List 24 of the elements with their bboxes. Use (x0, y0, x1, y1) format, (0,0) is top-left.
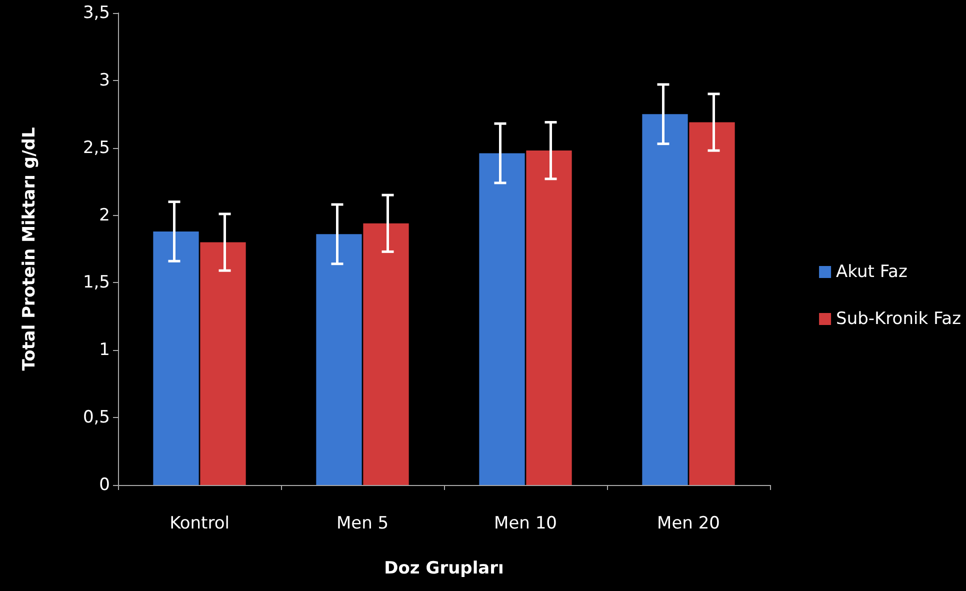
bar (316, 234, 362, 485)
y-tick-label: 0 (99, 475, 110, 495)
x-tick-label: Kontrol (170, 514, 230, 534)
y-tick-label: 3,5 (82, 3, 110, 23)
y-tick-label: 1,5 (82, 272, 110, 293)
bar (526, 150, 572, 485)
legend-label: Sub-Kronik Faz (836, 309, 962, 329)
y-axis-title: Total Protein Miktarı g/dL (20, 127, 40, 371)
bar (689, 122, 735, 485)
x-tick-label: Men 5 (336, 514, 389, 534)
bar (200, 242, 246, 485)
x-tick-label: Men 20 (657, 514, 720, 534)
bar (363, 223, 409, 485)
y-tick-label: 0,5 (82, 408, 110, 428)
x-axis-title: Doz Grupları (384, 558, 504, 578)
bar (153, 231, 199, 485)
y-tick-label: 3 (99, 70, 110, 90)
bar (642, 114, 688, 485)
y-tick-label: 2,5 (82, 138, 110, 158)
legend-label: Akut Faz (836, 262, 908, 282)
y-tick-label: 1 (99, 340, 110, 360)
x-tick-label: Men 10 (494, 514, 557, 534)
bar (479, 153, 525, 485)
y-tick-label: 2 (99, 205, 110, 226)
